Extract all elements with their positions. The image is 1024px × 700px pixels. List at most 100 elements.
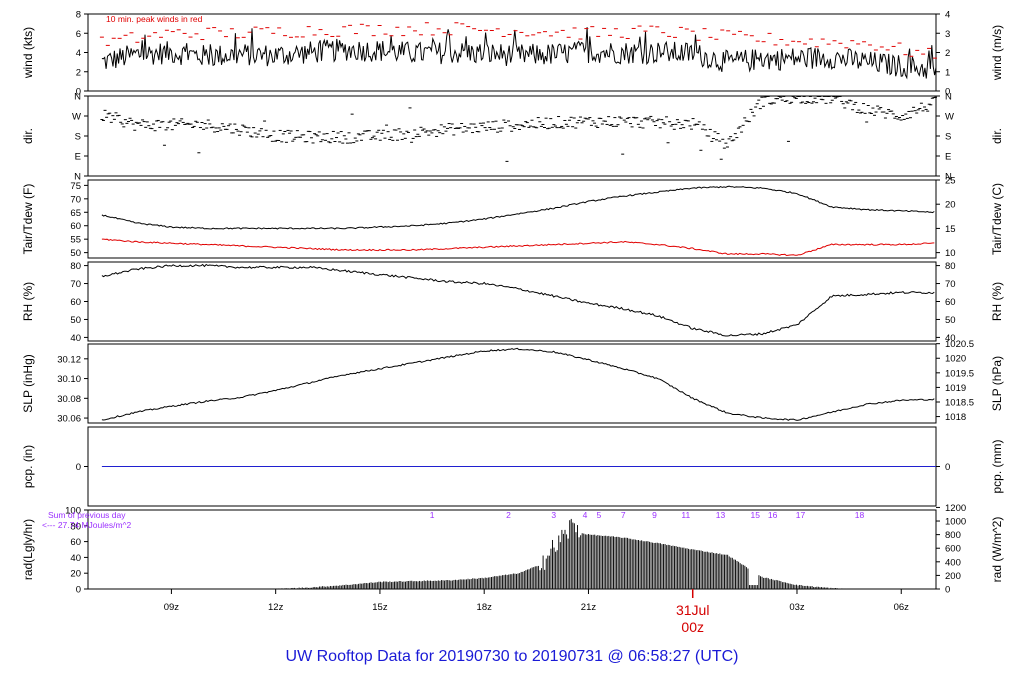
right-tick-label: 4 [945, 10, 950, 21]
right-tick-label: 1020.5 [945, 339, 974, 350]
right-axis-label: Tair/Tdew (C) [990, 183, 1004, 255]
left-axis-label: RH (%) [21, 282, 35, 321]
right-tick-label: W [945, 112, 954, 123]
left-tick-label: 30.12 [57, 354, 81, 365]
left-tick-label: 40 [70, 553, 81, 564]
right-tick-label: E [945, 152, 951, 163]
right-tick-label: 0 [945, 462, 950, 473]
x-tick-label: 18z [477, 602, 493, 613]
right-tick-label: 1018 [945, 412, 966, 423]
panel-humidity: RH (%) RH (%) 40 50 60 70 80 40 50 60 70 80 [21, 261, 1004, 344]
tdew-line [101, 238, 935, 257]
hour-marker: 7 [621, 510, 626, 520]
left-tick-label: 30.06 [57, 414, 81, 425]
left-tick-label: 75 [70, 181, 81, 192]
left-axis-label: Tair/Tdew (F) [21, 184, 35, 255]
panel-frame [87, 261, 937, 342]
right-axis-label: pcp. (mm) [990, 439, 1004, 493]
left-axis-label: SLP (inHg) [21, 354, 35, 412]
right-tick-label: 0 [945, 585, 950, 596]
panel-radiation: rad(Lgly/hr) rad (W/m^2)02040608010002004… [21, 503, 1004, 596]
right-axis-label: SLP (hPa) [990, 356, 1004, 411]
left-tick-label: 70 [70, 194, 81, 205]
right-tick-label: 1020 [945, 354, 966, 365]
right-tick-label: 1200 [945, 503, 966, 514]
left-tick-label: 30.08 [57, 394, 81, 405]
rad-annotation: <--- 27.74 MJoules/m^2 [42, 520, 132, 530]
right-tick-label: 2 [945, 48, 950, 59]
left-tick-label: 0 [76, 585, 81, 596]
right-tick-label: 800 [945, 530, 961, 541]
tair-line [101, 185, 935, 230]
panel-precipitation: pcp. (in) pcp. (mm) 0 0 [21, 426, 1004, 507]
right-tick-label: S [945, 132, 951, 143]
right-tick-label: 1019.5 [945, 368, 974, 379]
hour-marker: 1 [430, 510, 435, 520]
right-tick-label: 1 [945, 67, 950, 78]
left-axis-label: wind (kts) [21, 27, 35, 79]
x-tick-label: 09z [164, 602, 180, 613]
panel-frame [87, 343, 937, 424]
date-sublabel: 00z [681, 619, 704, 635]
panel-frame [87, 179, 937, 259]
right-tick-label: 400 [945, 557, 961, 568]
x-tick-label: 12z [268, 602, 284, 613]
hour-marker: 9 [652, 510, 657, 520]
panel-temperature: Tair/Tdew (F) Tair/Tdew (C) 50 55 60 65 70 75 10… [21, 176, 1004, 260]
right-tick-label: 15 [945, 224, 956, 235]
left-tick-label: 100 [65, 506, 81, 517]
left-tick-label: 50 [70, 248, 81, 259]
right-tick-label: 20 [945, 200, 956, 211]
hour-marker: 17 [796, 510, 806, 520]
left-tick-label: N [74, 172, 81, 183]
left-tick-label: 55 [70, 235, 81, 246]
hour-marker: 3 [551, 510, 556, 520]
slp-line [101, 347, 935, 421]
right-axis-label: rad (W/m^2) [990, 517, 1004, 583]
x-tick-label: 21z [581, 602, 597, 613]
left-axis-label: pcp. (in) [21, 445, 35, 488]
left-tick-label: 2 [76, 67, 81, 78]
hour-marker: 5 [597, 510, 602, 520]
left-tick-label: 65 [70, 208, 81, 219]
left-tick-label: 70 [70, 279, 81, 290]
x-tick-label: 15z [372, 602, 388, 613]
right-tick-label: 200 [945, 571, 961, 582]
right-tick-label: 25 [945, 176, 956, 187]
right-tick-label: 3 [945, 29, 950, 40]
left-tick-label: E [75, 152, 81, 163]
panel-frame [87, 95, 937, 177]
x-tick-label: 06z [894, 602, 910, 613]
right-tick-label: 40 [945, 333, 956, 344]
right-tick-label: 1019 [945, 383, 966, 394]
right-tick-label: 50 [945, 315, 956, 326]
left-tick-label: 40 [70, 333, 81, 344]
right-tick-label: 1018.5 [945, 397, 974, 408]
left-tick-label: N [74, 92, 81, 103]
hour-marker: 2 [506, 510, 511, 520]
hour-marker: 4 [583, 510, 588, 520]
right-tick-label: 1000 [945, 517, 966, 528]
right-tick-label: 0 [945, 87, 950, 98]
date-label: 31Jul [676, 602, 709, 618]
left-tick-label: 30.10 [57, 374, 81, 385]
left-axis-label: rad(Lgly/hr) [21, 519, 35, 580]
left-axis-label: dir. [21, 128, 35, 144]
panel-wind: wind (kts) wind (m/s) 0 2 4 6 8 0 1 2 3 4 10 min. pe… [21, 10, 1004, 98]
rh-line [101, 263, 935, 337]
right-tick-label: N [945, 172, 952, 183]
left-tick-label: S [75, 132, 81, 143]
right-tick-label: N [945, 92, 952, 103]
left-tick-label: 80 [70, 261, 81, 272]
left-tick-label: 6 [76, 29, 81, 40]
left-tick-label: 60 [70, 297, 81, 308]
left-tick-label: 80 [70, 521, 81, 532]
left-tick-label: 60 [70, 537, 81, 548]
panel-pressure: SLP (inHg) SLP (hPa) 30.06 30.08 30.10 30.12 1… [21, 339, 1004, 424]
hour-marker: 15 [751, 510, 761, 520]
x-tick-label: 03z [789, 602, 805, 613]
page-title: UW Rooftop Data for 20190730 to 20190731… [285, 648, 739, 665]
